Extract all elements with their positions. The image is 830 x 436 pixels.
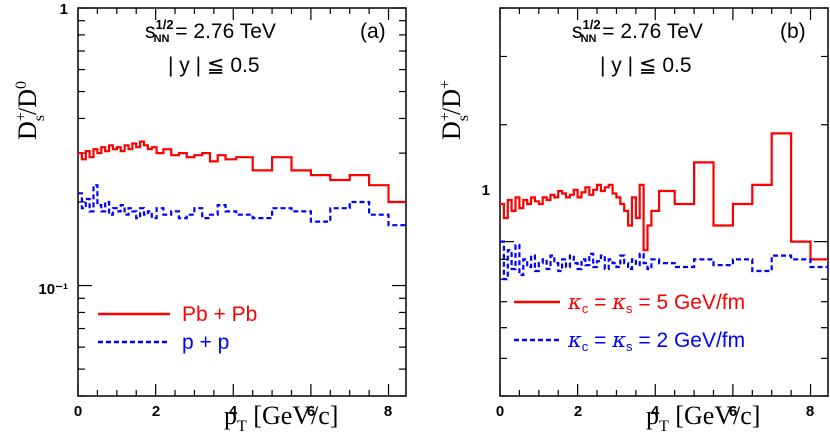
panel-b-frame bbox=[499, 7, 829, 397]
panel-b-ytick-1: 1 bbox=[482, 182, 490, 199]
panel-b-xtick-2: 2 bbox=[574, 403, 582, 420]
panel-b: 1 0 2 4 6 8 pT [GeV/c] D+s/D+ s1/2 NN = 2… bbox=[437, 7, 829, 435]
panel-a-rapidity-value: ≦ 0.5 bbox=[207, 54, 260, 77]
panel-b-xtick-6: 6 bbox=[729, 403, 737, 420]
panel-b-ticks bbox=[499, 7, 828, 397]
panel-a-xlabel: pT [GeV/c] bbox=[224, 401, 338, 435]
panel-b-rapidity: | y | ≦ 0.5 bbox=[600, 54, 692, 77]
panel-b-energy-value: 2.76 TeV bbox=[620, 20, 703, 43]
panel-a-energy: s1/2 NN = 2.76 TeV bbox=[145, 17, 276, 45]
panel-b-series bbox=[500, 132, 828, 281]
panel-b-ylabel: D+s/D+ bbox=[437, 80, 472, 140]
panel-a-xtick-0: 0 bbox=[74, 403, 82, 420]
panel-a-legend: Pb + Pb p + p bbox=[98, 303, 257, 354]
panel-b-xtick-0: 0 bbox=[496, 403, 504, 420]
panel-a-ylabel: D+s/D0 bbox=[13, 81, 48, 140]
panel-a-xtick-4: 4 bbox=[229, 403, 238, 420]
legend-label-k5: κc = κs = 5 GeV/fm bbox=[567, 290, 745, 316]
panel-b-label: (b) bbox=[780, 20, 806, 43]
series-line-1-0 bbox=[500, 132, 828, 261]
panel-a-ticks bbox=[77, 7, 406, 397]
panel-a-xtick-6: 6 bbox=[307, 403, 315, 420]
panel-a-ytick-0.1: 10⁻¹ bbox=[38, 281, 68, 298]
panel-b-rapidity-value: ≦ 0.5 bbox=[639, 54, 692, 77]
panel-a-ytick-1: 1 bbox=[60, 1, 68, 18]
panel-b-xtick-4: 4 bbox=[651, 403, 660, 420]
series-line-0-1 bbox=[78, 184, 406, 227]
panel-b-legend: κc = κs = 5 GeV/fm κc = κs = 2 GeV/fm bbox=[514, 290, 745, 354]
panel-a-rapidity: | y | ≦ 0.5 bbox=[168, 54, 260, 77]
legend-label-pbpb: Pb + Pb bbox=[182, 303, 257, 326]
legend-label-pp: p + p bbox=[182, 331, 229, 354]
panel-b-xlabel: pT [GeV/c] bbox=[646, 401, 760, 435]
series-line-0-0 bbox=[78, 140, 406, 204]
series-line-1-1 bbox=[500, 240, 828, 281]
panel-b-xlabel-unit: [GeV/c] bbox=[675, 401, 760, 430]
panel-b-energy: s1/2 NN = 2.76 TeV bbox=[572, 17, 703, 45]
legend-label-k2-value: = 2 GeV/fm bbox=[638, 329, 745, 352]
panel-a-series bbox=[78, 140, 406, 227]
panel-b-xtick-8: 8 bbox=[806, 403, 814, 420]
panel-a-energy-value: 2.76 TeV bbox=[193, 20, 276, 43]
panel-a-xtick-2: 2 bbox=[152, 403, 160, 420]
panel-a-label: (a) bbox=[360, 20, 386, 43]
panel-a: 1 10⁻¹ 0 2 4 6 8 pT [GeV/c] D+s/D0 s1/2 N… bbox=[13, 1, 407, 435]
panel-a-xtick-8: 8 bbox=[384, 403, 392, 420]
legend-label-k2: κc = κs = 2 GeV/fm bbox=[567, 328, 745, 354]
legend-label-k5-value: = 5 GeV/fm bbox=[638, 291, 745, 314]
panel-a-xlabel-unit: [GeV/c] bbox=[253, 401, 338, 430]
